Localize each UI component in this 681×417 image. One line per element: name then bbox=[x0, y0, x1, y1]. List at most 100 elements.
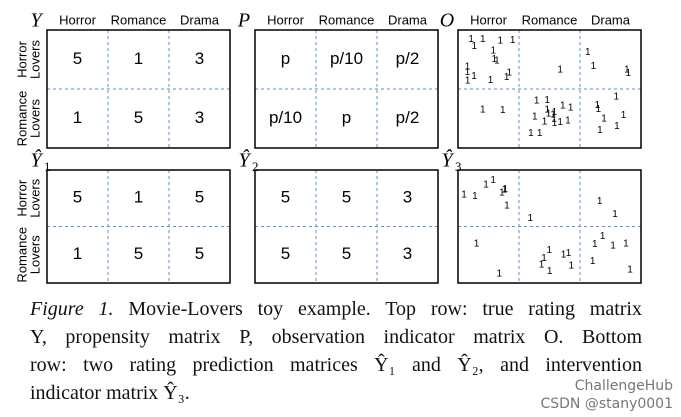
column-header: Horror bbox=[59, 12, 97, 27]
indicator: 1 bbox=[532, 112, 538, 123]
indicator: 1 bbox=[546, 245, 552, 256]
indicator: 1 bbox=[480, 105, 486, 116]
matrix-symbol: Y bbox=[30, 10, 43, 32]
row-header: Romance bbox=[14, 227, 29, 283]
indicator: 1 bbox=[528, 213, 534, 224]
cell-value: p/2 bbox=[396, 49, 420, 68]
cell-value: 5 bbox=[195, 244, 204, 263]
indicator: 1 bbox=[461, 190, 467, 201]
matrix-subscript: 3 bbox=[455, 159, 462, 174]
indicator: 1 bbox=[590, 256, 596, 267]
watermark-text: ChallengeHub bbox=[574, 378, 673, 394]
row-header: Lovers bbox=[27, 178, 42, 218]
indicator: 1 bbox=[614, 121, 620, 132]
indicator: 1 bbox=[565, 116, 571, 127]
caption-line: Y, propensity matrix P, observation indi… bbox=[30, 326, 642, 348]
cell-value: p bbox=[342, 108, 351, 127]
indicator: 1 bbox=[502, 184, 508, 195]
indicator: 1 bbox=[566, 248, 572, 259]
indicator: 1 bbox=[488, 75, 494, 86]
indicator: 1 bbox=[471, 71, 477, 82]
indicator: 1 bbox=[601, 114, 607, 125]
indicator: 1 bbox=[480, 34, 486, 45]
matrix-box bbox=[457, 29, 642, 149]
indicator: 1 bbox=[494, 55, 500, 66]
cell-value: 1 bbox=[134, 188, 143, 207]
indicator: 1 bbox=[498, 35, 504, 46]
column-header: Drama bbox=[180, 12, 220, 27]
indicator: 1 bbox=[472, 191, 478, 202]
cell-value: p/2 bbox=[396, 108, 420, 127]
row-header: Horror bbox=[14, 40, 29, 78]
indicator: 1 bbox=[597, 196, 603, 207]
indicator: 1 bbox=[537, 128, 543, 139]
watermark: ChallengeHub CSDN @stany0001 bbox=[540, 377, 673, 413]
indicator: 1 bbox=[474, 238, 480, 249]
column-header: Drama bbox=[388, 12, 428, 27]
row-header: Lovers bbox=[27, 235, 42, 275]
indicator: 1 bbox=[612, 209, 618, 220]
indicator: 1 bbox=[506, 67, 512, 78]
column-header: Romance bbox=[319, 12, 375, 27]
matrix-box bbox=[46, 169, 231, 284]
matrix-symbol: P bbox=[237, 10, 250, 32]
column-header: Romance bbox=[111, 12, 167, 27]
cell-value: 5 bbox=[73, 188, 82, 207]
indicator: 1 bbox=[499, 187, 505, 198]
indicator: 1 bbox=[552, 118, 558, 129]
indicator: 1 bbox=[465, 67, 471, 78]
cell-value: 3 bbox=[403, 188, 412, 207]
caption-text: Movie-Lovers toy example. Top row: true … bbox=[128, 298, 642, 320]
indicator: 1 bbox=[465, 76, 471, 87]
indicator: 1 bbox=[539, 259, 545, 270]
matrix-symbol: Ŷ bbox=[441, 149, 454, 172]
cell-value: 5 bbox=[342, 244, 351, 263]
cell-value: 1 bbox=[73, 244, 82, 263]
cell-value: 1 bbox=[134, 49, 143, 68]
indicator: 1 bbox=[490, 46, 496, 57]
matrix-symbol: Ŷ bbox=[30, 149, 43, 172]
indicator: 1 bbox=[483, 180, 489, 191]
column-header: Horror bbox=[267, 12, 305, 27]
matrix-box bbox=[46, 29, 231, 149]
indicator: 1 bbox=[597, 125, 603, 136]
column-header: Drama bbox=[591, 12, 631, 27]
cell-value: 3 bbox=[195, 49, 204, 68]
indicator: 1 bbox=[561, 250, 567, 261]
indicator: 1 bbox=[471, 41, 477, 52]
caption: Figure 1. Movie-Lovers toy example. Top … bbox=[30, 295, 642, 407]
indicator: 1 bbox=[550, 109, 556, 120]
cell-value: p bbox=[281, 49, 290, 68]
column-header: Romance bbox=[522, 12, 578, 27]
indicator: 1 bbox=[503, 184, 509, 195]
indicator: 1 bbox=[626, 68, 632, 79]
indicator: 1 bbox=[465, 62, 471, 73]
indicator: 1 bbox=[542, 116, 548, 127]
indicator: 1 bbox=[552, 107, 558, 118]
indicator: 1 bbox=[568, 102, 574, 113]
matrix-symbol: O bbox=[440, 10, 454, 32]
cell-value: 5 bbox=[342, 188, 351, 207]
row-header: Lovers bbox=[27, 98, 42, 138]
indicator: 1 bbox=[627, 265, 633, 276]
indicator: 1 bbox=[613, 92, 619, 103]
indicator: 1 bbox=[560, 100, 566, 111]
matrix-symbol: Ŷ bbox=[238, 149, 251, 172]
indicator: 1 bbox=[621, 110, 627, 121]
caption-line: Figure 1. Movie-Lovers toy example. Top … bbox=[30, 295, 642, 323]
row-header: Lovers bbox=[27, 39, 42, 79]
indicator: 1 bbox=[510, 35, 516, 46]
indicator: 1 bbox=[490, 175, 496, 186]
indicator: 1 bbox=[600, 231, 606, 242]
cell-value: 5 bbox=[134, 244, 143, 263]
cell-value: 5 bbox=[281, 188, 290, 207]
indicator: 1 bbox=[546, 109, 552, 120]
matrix-box bbox=[254, 29, 439, 149]
row-header: Horror bbox=[14, 179, 29, 217]
cell-value: 5 bbox=[73, 49, 82, 68]
cell-value: 5 bbox=[281, 244, 290, 263]
indicator: 1 bbox=[492, 54, 498, 65]
indicator: 1 bbox=[544, 104, 550, 115]
matrix-box bbox=[457, 169, 642, 284]
